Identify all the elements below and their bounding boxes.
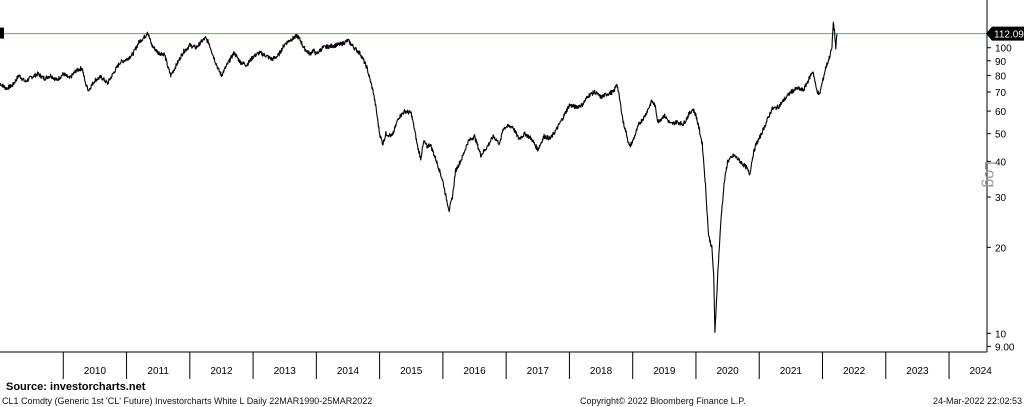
last-price-tag: [986, 26, 1024, 41]
x-tick-label: 2019: [653, 366, 676, 377]
source-annotation: Source: investorcharts.net: [6, 381, 146, 393]
y-tick-label: 30: [995, 193, 1007, 204]
y-tick-label: 9.00: [995, 342, 1015, 353]
x-tick-label: 2020: [716, 366, 739, 377]
footer-bar: CL1 Comdty (Generic 1st 'CL' Future) Inv…: [0, 396, 1024, 407]
footer-timestamp: 24-Mar-2022 22:02:53: [932, 396, 1022, 406]
x-tick-label: 2011: [147, 366, 169, 377]
y-axis: 9.00 10 20 30 40 50 60 70 80 90 100 112.09: [986, 0, 1024, 353]
x-tick-label: 2014: [337, 366, 360, 377]
y-tick-label: 60: [995, 107, 1007, 118]
y-tick-label: 40: [995, 157, 1007, 168]
y-tick-label: 20: [995, 243, 1007, 254]
x-tick-label: 2021: [780, 366, 803, 377]
x-tick-label: 2015: [400, 366, 423, 377]
x-tick-label: 2024: [970, 366, 993, 377]
x-tick-label: 2017: [527, 366, 550, 377]
plot-area: [0, 21, 987, 333]
price-series-line: [0, 21, 838, 333]
x-tick-label: 2022: [843, 366, 866, 377]
footer-copyright: Copyright© 2022 Bloomberg Finance L.P.: [580, 396, 746, 406]
x-tick-label: 2010: [84, 366, 107, 377]
x-tick-label: 2013: [274, 366, 297, 377]
x-tick-label: 2018: [590, 366, 613, 377]
x-tick-label: 2016: [463, 366, 486, 377]
x-tick-label: 2023: [906, 366, 929, 377]
footer-security-description: CL1 Comdty (Generic 1st 'CL' Future) Inv…: [2, 396, 373, 406]
last-price-label: 112.09: [994, 30, 1024, 41]
y-tick-label: 80: [995, 71, 1007, 82]
y-tick-label: 10: [995, 329, 1007, 340]
y-tick-label: 90: [995, 57, 1007, 68]
log-scale-label: Log: [981, 161, 998, 188]
x-axis: 2010 2011 2012 2013 2014 2015 2016 2017 2018 2019…: [0, 351, 993, 379]
left-edge-marker: [0, 27, 4, 39]
y-tick-label: 100: [995, 44, 1012, 55]
y-tick-label: 50: [995, 130, 1007, 141]
y-tick-label: 70: [995, 88, 1007, 99]
x-tick-label: 2012: [210, 366, 233, 377]
